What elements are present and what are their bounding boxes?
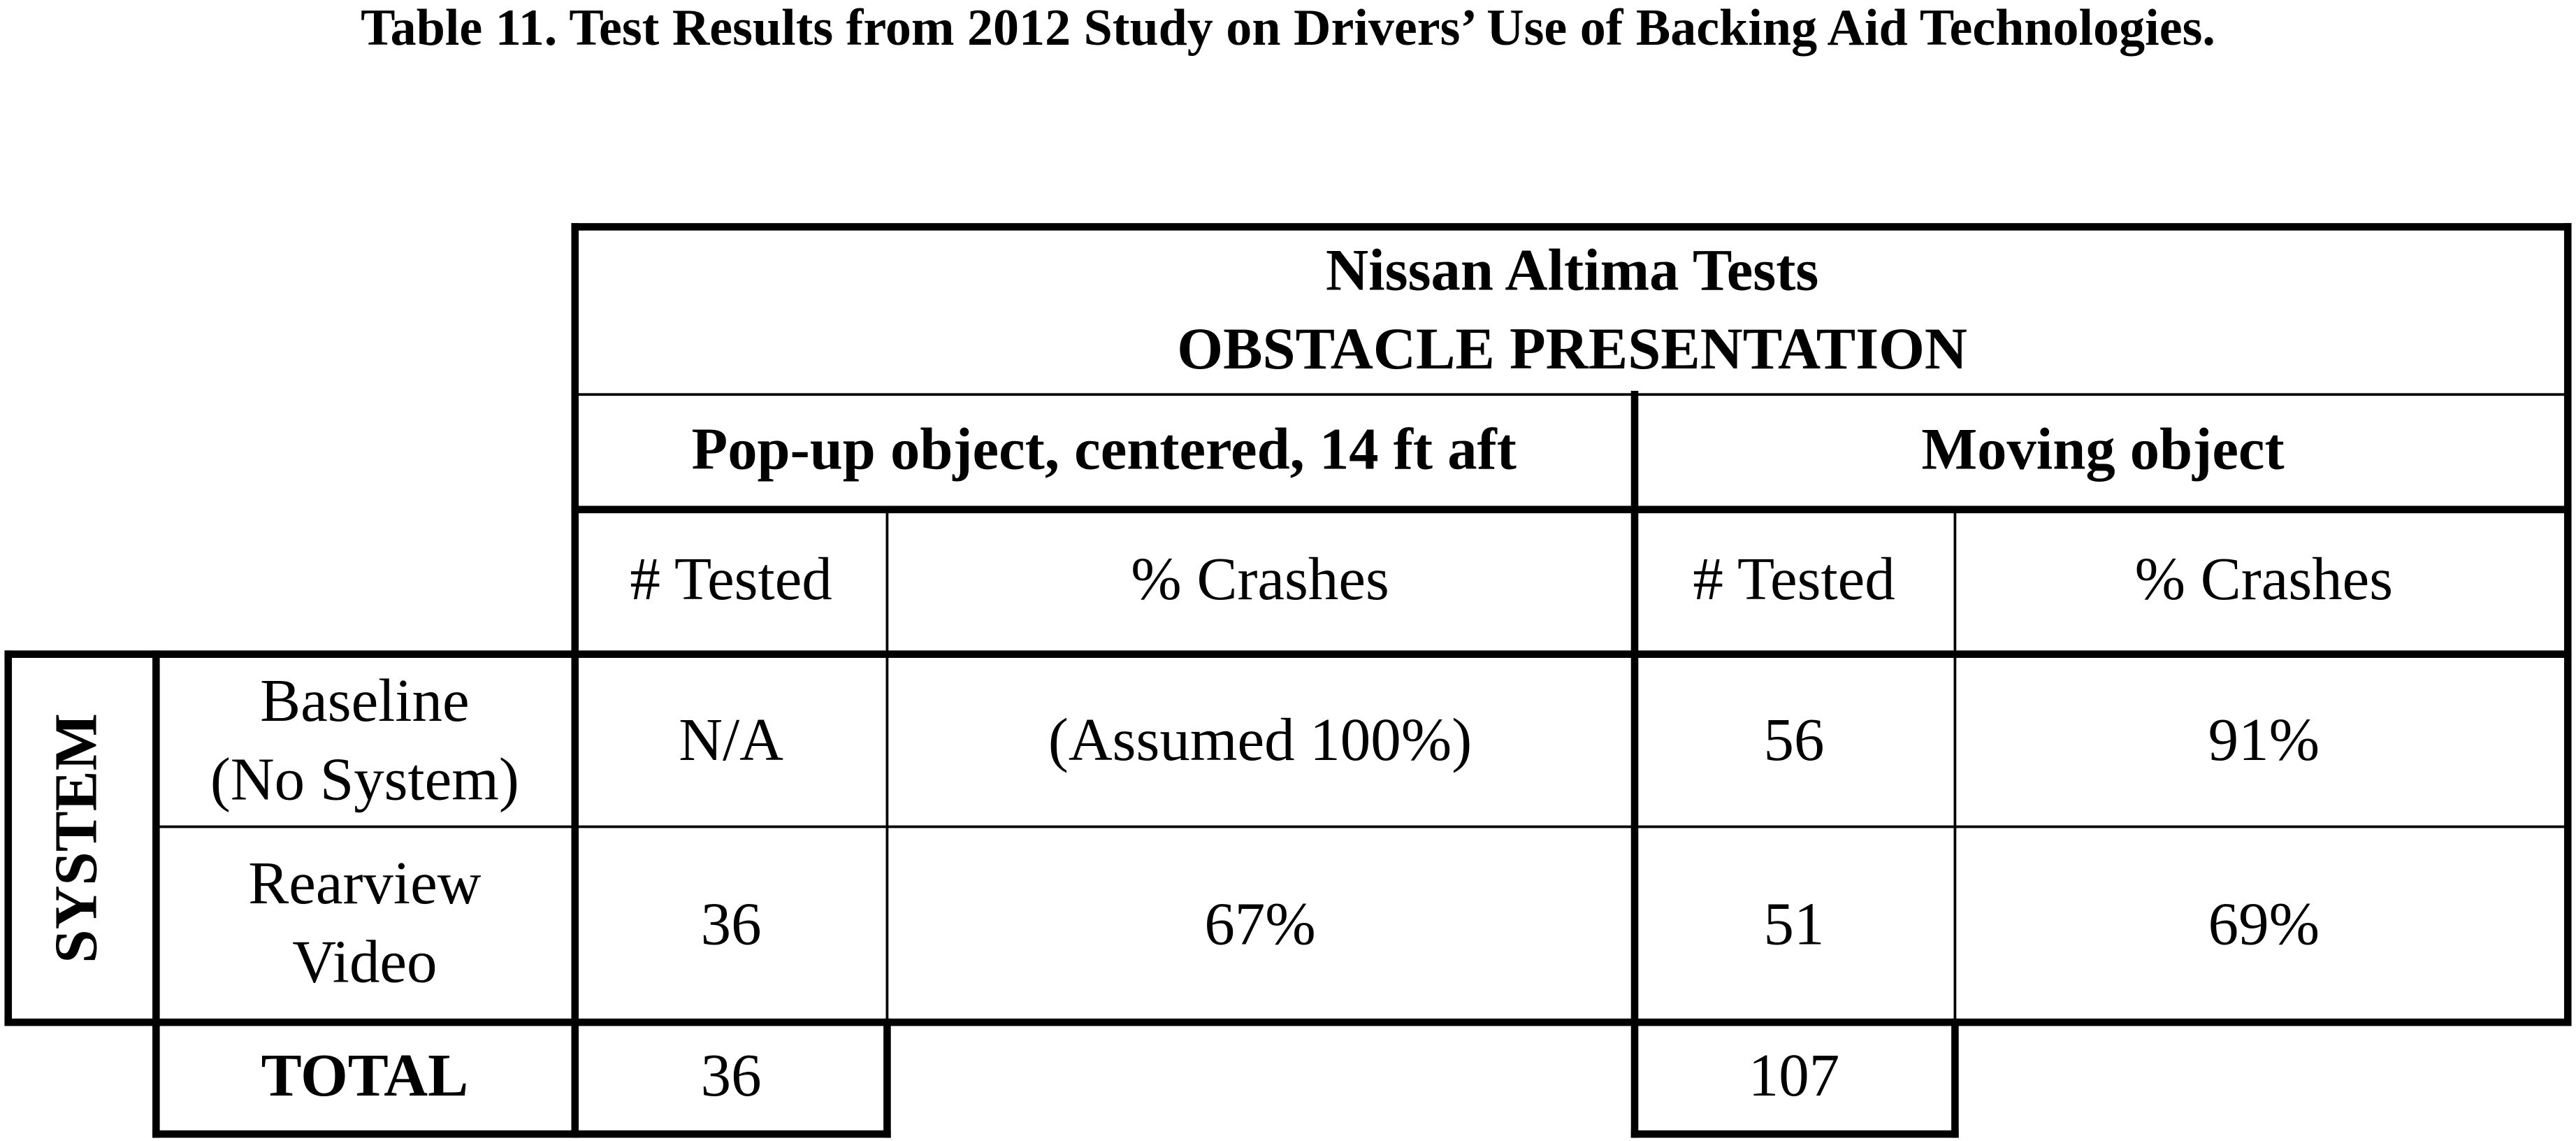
cell: 36 xyxy=(701,890,762,958)
row-group-label: SYSTEM xyxy=(41,713,109,963)
total-label: TOTAL xyxy=(261,1041,468,1109)
column-header: # Tested xyxy=(630,545,832,612)
cell: 69% xyxy=(2208,890,2320,958)
cell: (Assumed 100%) xyxy=(1048,705,1472,773)
group-header: Nissan Altima Tests xyxy=(1326,238,1818,303)
cell: N/A xyxy=(679,705,783,773)
column-header: % Crashes xyxy=(1131,545,1389,612)
subgroup-header: OBSTACLE PRESENTATION xyxy=(1177,317,1967,382)
row-label: Baseline xyxy=(260,666,469,734)
condition-header: Moving object xyxy=(1921,417,2284,482)
row-label: (No System) xyxy=(210,745,519,813)
row-label: Rearview xyxy=(248,849,481,917)
total-cell: 107 xyxy=(1749,1041,1839,1109)
cell: 51 xyxy=(1764,890,1825,958)
row-label: Video xyxy=(292,928,437,996)
column-header: # Tested xyxy=(1693,545,1895,612)
table-grid xyxy=(4,223,2572,1138)
cell: 91% xyxy=(2208,705,2320,773)
total-cell: 36 xyxy=(701,1041,762,1109)
condition-header: Pop-up object, centered, 14 ft aft xyxy=(692,417,1517,482)
cell: 67% xyxy=(1204,890,1315,958)
column-header: % Crashes xyxy=(2135,545,2394,612)
cell: 56 xyxy=(1764,705,1825,773)
table-title: Table 11. Test Results from 2012 Study o… xyxy=(361,0,2215,57)
